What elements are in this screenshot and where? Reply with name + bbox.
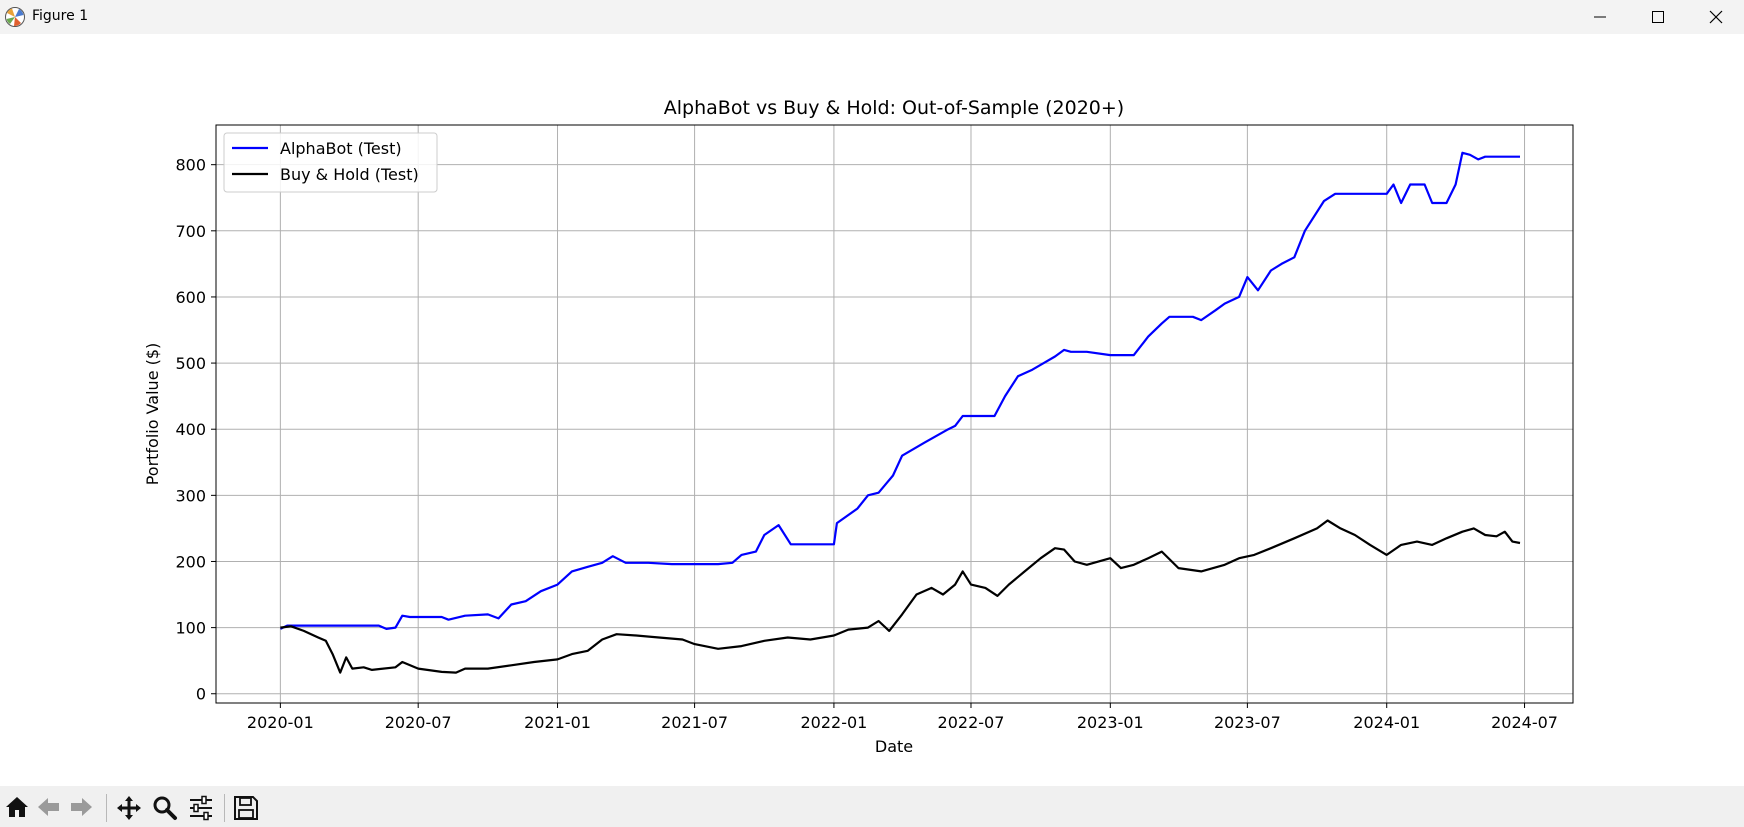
configure-subplots-button[interactable] <box>186 792 216 822</box>
series-line-buy-hold <box>280 519 1521 674</box>
x-tick-label: 2024-07 <box>1491 713 1558 732</box>
legend: AlphaBot (Test) Buy & Hold (Test) <box>223 132 438 193</box>
matplotlib-icon <box>5 7 25 27</box>
y-tick-label: 100 <box>175 619 206 638</box>
x-axis-label: Date <box>875 737 913 756</box>
forward-button[interactable] <box>66 792 96 822</box>
minimize-button[interactable] <box>1572 0 1628 34</box>
x-tick-label: 2023-01 <box>1077 713 1144 732</box>
close-button[interactable] <box>1688 0 1744 34</box>
line-chart: 2020-01 2020-07 2021-01 2021-07 2022-01 2022-… <box>143 97 1574 756</box>
chart-title: AlphaBot vs Buy & Hold: Out-of-Sample (2… <box>664 97 1124 119</box>
x-tick-label: 2021-07 <box>661 713 728 732</box>
pan-icon <box>117 796 141 820</box>
toolbar-separator <box>224 794 225 822</box>
back-button[interactable] <box>34 792 64 822</box>
y-tick-label: 600 <box>175 288 206 307</box>
forward-arrow-icon <box>71 798 92 816</box>
series-line-alphabot <box>279 151 1520 630</box>
y-tick-label: 0 <box>196 685 206 704</box>
legend-label-alphabot: AlphaBot (Test) <box>280 139 402 158</box>
x-tick-label: 2020-07 <box>385 713 452 732</box>
y-tick-label: 700 <box>175 222 206 241</box>
toolbar-separator <box>106 794 107 822</box>
y-tick-label: 200 <box>175 552 206 571</box>
window-title: Figure 1 <box>32 8 89 24</box>
y-tick-label: 800 <box>175 156 206 175</box>
x-tick-label: 2024-01 <box>1353 713 1420 732</box>
configure-subplots-icon <box>190 795 212 821</box>
plot-frame <box>215 124 1574 704</box>
y-axis-label: Portfolio Value ($) <box>143 343 162 486</box>
home-icon <box>6 797 28 817</box>
home-button[interactable] <box>2 792 32 822</box>
y-tick-label: 400 <box>175 420 206 439</box>
y-axis-ticks: 0 100 200 300 400 500 600 700 800 <box>175 156 216 704</box>
y-tick-label: 300 <box>175 486 206 505</box>
minimize-icon <box>1594 16 1606 18</box>
x-tick-label: 2023-07 <box>1214 713 1281 732</box>
legend-box <box>223 132 438 193</box>
maximize-icon <box>1652 11 1664 23</box>
close-icon <box>1709 10 1723 24</box>
figure-canvas[interactable]: 2020-01 2020-07 2021-01 2021-07 2022-01 2022-… <box>0 34 1744 786</box>
x-axis-ticks: 2020-01 2020-07 2021-01 2021-07 2022-01 2022-… <box>247 703 1558 732</box>
back-arrow-icon <box>38 798 59 816</box>
legend-label-buy-hold: Buy & Hold (Test) <box>280 165 419 184</box>
window-titlebar: Figure 1 <box>0 0 1744 34</box>
maximize-button[interactable] <box>1630 0 1686 34</box>
series-lines <box>279 151 1521 674</box>
grid-lines <box>216 125 1573 703</box>
save-icon <box>234 796 258 820</box>
save-button[interactable] <box>231 792 261 822</box>
zoom-icon <box>153 796 177 820</box>
y-tick-label: 500 <box>175 354 206 373</box>
x-tick-label: 2022-01 <box>800 713 867 732</box>
pan-button[interactable] <box>114 792 144 822</box>
navigation-toolbar <box>0 786 1744 827</box>
x-tick-label: 2021-01 <box>524 713 591 732</box>
zoom-button[interactable] <box>150 792 180 822</box>
x-tick-label: 2022-07 <box>938 713 1005 732</box>
x-tick-label: 2020-01 <box>247 713 314 732</box>
